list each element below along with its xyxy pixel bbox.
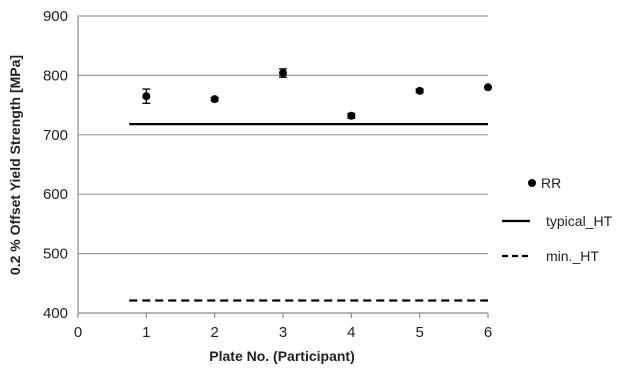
x-tick-label-0: 0 [74, 324, 82, 341]
legend-label-typical-ht: typical_HT [546, 213, 613, 229]
x-tick-label-6: 6 [484, 324, 492, 341]
y-tick-labels: 400 500 600 700 800 900 [43, 8, 68, 322]
y-tick-label-500: 500 [43, 246, 68, 263]
series-points [142, 68, 492, 120]
series-lines [129, 123, 488, 302]
x-tick-labels: 0 1 2 3 4 5 6 [74, 324, 492, 341]
y-tick-label-400: 400 [43, 305, 68, 322]
gridlines [78, 15, 488, 255]
legend-marker-rr [528, 179, 536, 187]
y-axis-title: 0.2 % Offset Yield Strength [MPa] [7, 55, 23, 275]
y-tick-label-600: 600 [43, 186, 68, 203]
data-point-rr-4 [347, 111, 356, 120]
y-tick-label-700: 700 [43, 127, 68, 144]
y-tick-label-800: 800 [43, 67, 68, 84]
data-point-rr-2 [210, 95, 219, 104]
axes [77, 16, 489, 318]
data-point-rr-6 [484, 83, 492, 92]
x-tick-label-5: 5 [415, 324, 423, 341]
legend-label-min-ht: min._HT [546, 248, 599, 264]
x-tick-label-3: 3 [279, 324, 287, 341]
x-axis-title: Plate No. (Participant) [209, 348, 354, 364]
data-point-rr-5 [415, 86, 424, 95]
data-point-rr-1 [142, 92, 151, 101]
data-point-rr-3 [279, 69, 287, 78]
legend: RR typical_HT min._HT [502, 175, 613, 264]
legend-label-rr: RR [541, 175, 561, 191]
y-tick-label-900: 900 [43, 8, 68, 25]
x-tick-label-4: 4 [347, 324, 355, 341]
x-tick-label-1: 1 [142, 324, 150, 341]
x-tick-label-2: 2 [210, 324, 218, 341]
